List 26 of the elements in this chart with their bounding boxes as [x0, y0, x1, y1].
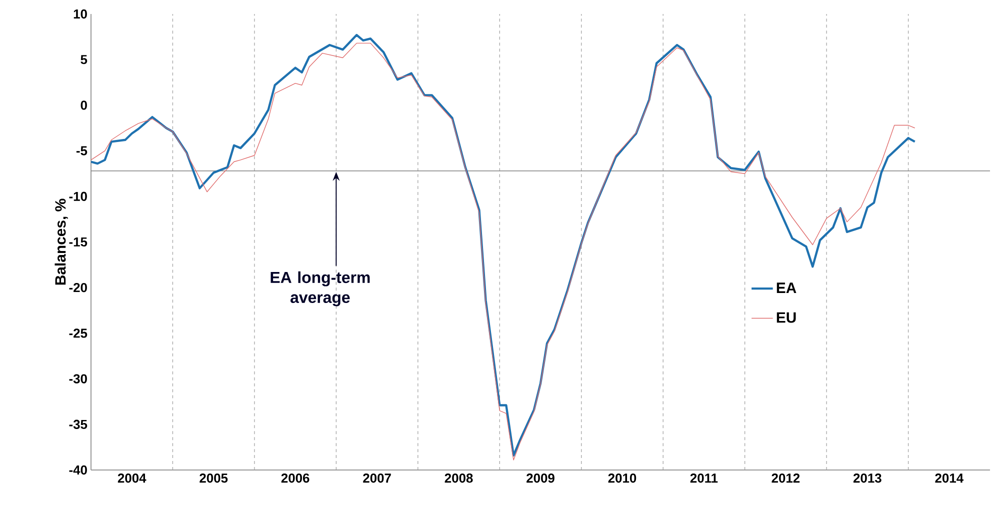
y-tick-label: -20 — [69, 283, 87, 292]
x-tick-label: 2011 — [690, 474, 718, 483]
y-tick-label: -25 — [69, 328, 88, 338]
x-tick-label: 2006 — [281, 474, 310, 483]
y-tick-label: 5 — [80, 55, 88, 64]
y-tick-label: 10 — [74, 9, 87, 19]
y-tick-label: -15 — [69, 237, 88, 247]
x-tick-label: 2009 — [526, 474, 554, 483]
y-tick-label: -30 — [69, 374, 87, 384]
x-tick-label: 2004 — [118, 474, 146, 483]
y-axis-title: Balances, % — [54, 198, 68, 285]
x-tick-label: 2012 — [772, 474, 800, 483]
y-tick-label: -5 — [76, 146, 88, 156]
x-tick-label: 2007 — [363, 474, 391, 483]
y-tick-label: -35 — [69, 420, 88, 429]
y-tick-label: -10 — [69, 192, 87, 201]
legend-label: EA — [776, 282, 796, 293]
y-tick-label: 0 — [80, 100, 87, 110]
legend-label: EU — [776, 312, 796, 323]
annotation: EA long-term average — [270, 271, 370, 306]
x-tick-label: 2014 — [935, 474, 964, 483]
x-tick-label: 2005 — [200, 474, 228, 483]
x-tick-label: 2008 — [444, 474, 473, 483]
y-tick-label: -40 — [69, 465, 87, 475]
x-tick-label: 2013 — [853, 474, 882, 483]
x-tick-label: 2010 — [608, 474, 636, 483]
